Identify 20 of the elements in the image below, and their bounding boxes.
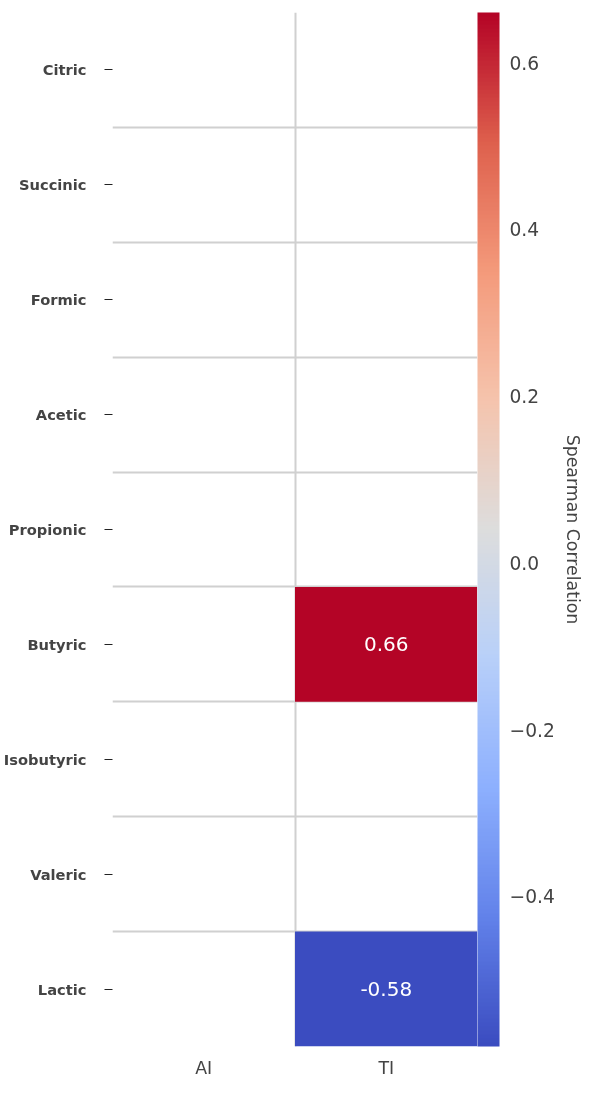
color-bar-title: Spearman Correlation [562, 434, 583, 625]
y-tick-label: Acetic [35, 406, 87, 424]
color-bar-label: 0.6 [509, 52, 540, 74]
y-tick-label: Formic [30, 291, 87, 309]
y-tick-label: Propionic [8, 521, 87, 538]
color-bar-label: −0.4 [509, 886, 555, 908]
color-bar-label: 0.2 [509, 386, 540, 408]
data-label: 0.66 [363, 632, 409, 657]
y-tick-label: Citric [42, 61, 87, 79]
y-tick-label: Lactic [37, 980, 87, 998]
x-tick-label: TI [377, 1057, 395, 1078]
y-tick-label: Succinic [18, 176, 87, 194]
data-label: -0.58 [360, 977, 413, 1002]
x-tick-label: AI [195, 1057, 213, 1078]
y-tick-label: Valeric [30, 865, 87, 883]
color-bar-label: 0.4 [509, 219, 540, 241]
color-bar-label: −0.2 [509, 719, 555, 741]
color-bar-label: 0.0 [509, 552, 540, 574]
y-tick-label: Isobutyric [3, 750, 87, 768]
y-tick-label: Butyric [27, 635, 87, 653]
